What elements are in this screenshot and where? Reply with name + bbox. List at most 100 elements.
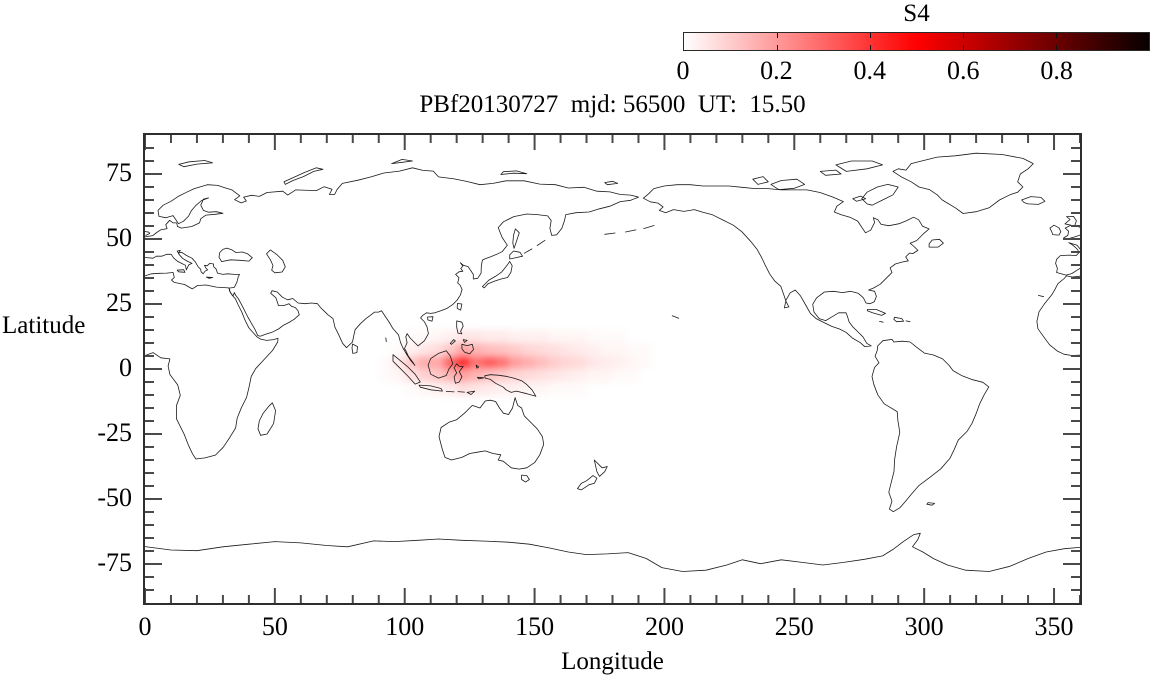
s4-cell bbox=[521, 330, 536, 344]
s4-cell bbox=[404, 343, 419, 357]
coastline-path bbox=[1063, 216, 1080, 240]
s4-cell bbox=[443, 369, 458, 383]
coastline-path bbox=[466, 390, 476, 395]
s4-cell bbox=[430, 382, 445, 396]
s4-cell bbox=[573, 369, 588, 383]
s4-cell bbox=[443, 356, 458, 370]
x-tick-label: 50 bbox=[261, 612, 288, 641]
coastline-layer bbox=[145, 152, 1080, 572]
coastline-path bbox=[445, 391, 455, 393]
y-axis-label: Latitude bbox=[2, 312, 86, 339]
coastline-path bbox=[449, 339, 456, 345]
coastline-path bbox=[477, 376, 485, 380]
coastline-path bbox=[643, 184, 930, 347]
s4-cell bbox=[560, 330, 575, 344]
coastline-path bbox=[893, 316, 904, 323]
coastline-path bbox=[456, 320, 464, 335]
coastline-path bbox=[475, 364, 480, 369]
coastline-path bbox=[257, 402, 276, 436]
s4-cell bbox=[599, 369, 613, 383]
coastline-path bbox=[218, 247, 253, 262]
s4-cell bbox=[443, 382, 458, 396]
x-tick-label: 250 bbox=[774, 612, 814, 641]
s4-cell bbox=[573, 356, 588, 370]
s4-cell bbox=[521, 369, 536, 383]
s4-cell bbox=[534, 382, 549, 396]
s4-cell bbox=[443, 343, 458, 357]
s4-cell bbox=[534, 356, 549, 370]
s4-cell bbox=[391, 343, 406, 357]
coastline-path bbox=[391, 159, 413, 164]
coastline-path bbox=[752, 176, 769, 185]
y-tick-label: 50 bbox=[106, 223, 132, 252]
s4-cell bbox=[612, 330, 626, 344]
s4-cell bbox=[547, 343, 562, 357]
s4-cell bbox=[469, 369, 484, 383]
s4-cell bbox=[560, 356, 575, 370]
coastline-path bbox=[461, 343, 474, 355]
coastline-path bbox=[643, 225, 655, 229]
x-tick-label: 200 bbox=[644, 612, 684, 641]
axis-ticks-layer bbox=[145, 135, 1080, 603]
coastline-path bbox=[509, 250, 523, 260]
coastline-path bbox=[770, 178, 806, 190]
s4-cell bbox=[417, 382, 432, 396]
s4-cell bbox=[508, 382, 523, 396]
s4-cell bbox=[391, 356, 406, 370]
coastline-path bbox=[283, 167, 324, 185]
coastline-path bbox=[456, 303, 463, 311]
coastline-path bbox=[1021, 196, 1046, 205]
s4-cell bbox=[482, 382, 497, 396]
coastline-path bbox=[819, 169, 842, 176]
s4-cell bbox=[599, 343, 613, 357]
s4-heatmap-layer bbox=[378, 330, 652, 396]
s4-cell bbox=[404, 382, 419, 396]
coastline-path bbox=[500, 170, 528, 175]
s4-cell bbox=[469, 382, 484, 396]
s4-cell bbox=[378, 356, 393, 370]
coastline-path bbox=[866, 309, 886, 316]
s4-cell bbox=[482, 343, 497, 357]
s4-cell bbox=[430, 356, 445, 370]
coastline-path bbox=[462, 339, 468, 343]
s4-cell bbox=[404, 330, 419, 344]
s4-cell bbox=[586, 330, 601, 344]
s4-cell bbox=[534, 343, 549, 357]
s4-cell bbox=[508, 369, 523, 383]
s4-cell bbox=[456, 330, 471, 344]
s4-cell bbox=[495, 343, 510, 357]
s4-cell bbox=[638, 356, 652, 370]
coastline-path bbox=[484, 374, 537, 397]
x-axis-label: Longitude bbox=[561, 648, 664, 675]
colorbar bbox=[683, 32, 1150, 51]
coastline-path bbox=[427, 316, 434, 322]
coastline-path bbox=[604, 232, 616, 235]
colorbar-tick-label: 0.2 bbox=[760, 56, 793, 85]
s4-cell bbox=[573, 382, 588, 396]
coastline-path bbox=[928, 238, 944, 248]
s4-cell bbox=[573, 343, 588, 357]
colorbar-tick-label: 0 bbox=[676, 56, 690, 85]
s4-cell bbox=[599, 330, 613, 344]
s4-cell bbox=[547, 369, 562, 383]
plot-title: PBf20130727 mjd: 56500 UT: 15.50 bbox=[419, 91, 806, 118]
coastline-path bbox=[427, 350, 454, 379]
coastline-path bbox=[145, 167, 639, 366]
coastline-path bbox=[861, 184, 899, 206]
coastline-path bbox=[671, 315, 680, 319]
s4-cell bbox=[417, 330, 432, 344]
s4-cell bbox=[638, 343, 652, 357]
coastline-path bbox=[438, 397, 545, 470]
s4-cell bbox=[469, 330, 484, 344]
y-tick-label: 75 bbox=[106, 158, 132, 187]
s4-cell bbox=[521, 356, 536, 370]
coastline-path bbox=[176, 269, 186, 273]
colorbar-tick-label: 0.8 bbox=[1040, 56, 1073, 85]
coastline-path bbox=[926, 502, 935, 506]
s4-cell bbox=[586, 343, 601, 357]
s4-cell bbox=[547, 356, 562, 370]
coastline-path bbox=[178, 160, 213, 168]
coastline-path bbox=[453, 363, 464, 384]
s4-cell bbox=[625, 343, 639, 357]
coastline-path bbox=[835, 160, 883, 172]
